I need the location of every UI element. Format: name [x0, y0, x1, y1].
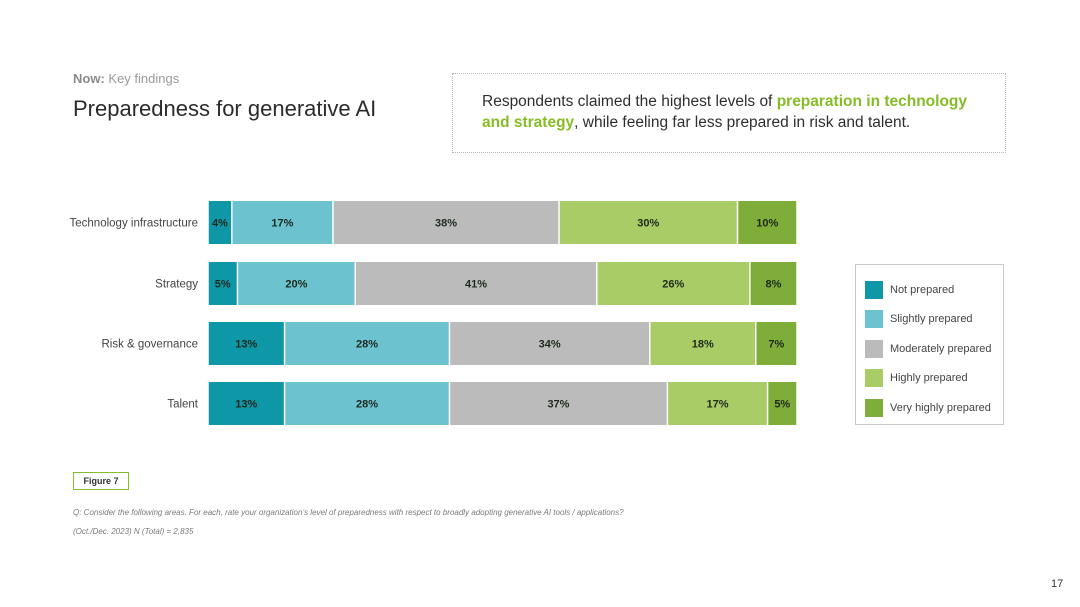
category-label-technology-infrastructure: Technology infrastructure — [70, 218, 198, 230]
bar-segment-strategy-slightly-prepared — [238, 262, 355, 305]
chart-legend: Not prepared Slightly prepared Moderately … — [855, 264, 1004, 425]
bar-segment-technology-infrastructure-very-highly-prepared — [738, 201, 797, 244]
bar-segment-talent-slightly-prepared — [285, 382, 449, 425]
data-label-strategy-very-highly-prepared: 8% — [765, 279, 781, 291]
data-label-talent-not-prepared: 13% — [235, 399, 257, 411]
bar-segment-technology-infrastructure-not-prepared — [208, 201, 232, 244]
figure-label: Figure 7 — [73, 472, 129, 490]
data-label-strategy-not-prepared: 5% — [215, 279, 231, 291]
data-label-strategy-highly-prepared: 26% — [662, 279, 684, 291]
bar-segment-risk-governance-not-prepared — [208, 322, 284, 365]
bar-segment-risk-governance-very-highly-prepared — [756, 322, 797, 365]
legend-item-moderately-prepared: Moderately prepared — [865, 334, 1003, 364]
legend-label: Very highly prepared — [890, 401, 991, 414]
legend-swatch — [865, 310, 883, 329]
bar-segment-strategy-not-prepared — [208, 262, 237, 305]
legend-item-highly-prepared: Highly prepared — [865, 364, 1003, 394]
eyebrow: Now: Key findings — [73, 71, 179, 86]
callout-text-before: Respondents claimed the highest levels o… — [482, 93, 777, 110]
data-label-risk-governance-moderately-prepared: 34% — [539, 339, 561, 351]
legend-swatch — [865, 280, 883, 299]
category-label-risk-governance: Risk & governance — [101, 339, 198, 351]
legend-swatch — [865, 339, 883, 358]
key-finding-callout: Respondents claimed the highest levels o… — [452, 73, 1006, 153]
callout-text-after: , while feeling far less prepared in ris… — [574, 114, 911, 131]
bar-segment-risk-governance-highly-prepared — [650, 322, 756, 365]
legend-item-not-prepared: Not prepared — [865, 275, 1003, 305]
bar-segment-talent-highly-prepared — [668, 382, 767, 425]
bar-segment-talent-not-prepared — [208, 382, 284, 425]
legend-swatch — [865, 398, 883, 417]
legend-swatch — [865, 369, 883, 388]
data-label-risk-governance-very-highly-prepared: 7% — [768, 339, 784, 351]
bar-segment-strategy-highly-prepared — [597, 262, 750, 305]
data-label-strategy-slightly-prepared: 20% — [285, 279, 307, 291]
data-label-technology-infrastructure-highly-prepared: 30% — [637, 218, 659, 230]
survey-question: Q: Consider the following areas. For eac… — [73, 508, 624, 517]
eyebrow-bold: Now: — [73, 71, 105, 86]
page-title: Preparedness for generative AI — [73, 96, 377, 121]
bar-segment-technology-infrastructure-highly-prepared — [559, 201, 737, 244]
bar-segment-technology-infrastructure-moderately-prepared — [333, 201, 559, 244]
data-label-technology-infrastructure-not-prepared: 4% — [212, 218, 228, 230]
page-number: 17 — [1051, 578, 1064, 590]
data-label-risk-governance-slightly-prepared: 28% — [356, 339, 378, 351]
bar-segment-strategy-moderately-prepared — [356, 262, 596, 305]
data-label-technology-infrastructure-very-highly-prepared: 10% — [756, 218, 778, 230]
legend-label: Highly prepared — [890, 372, 968, 385]
legend-label: Not prepared — [890, 283, 955, 296]
bar-segment-strategy-very-highly-prepared — [750, 262, 797, 305]
bar-segment-talent-very-highly-prepared — [768, 382, 797, 425]
bar-segment-risk-governance-slightly-prepared — [285, 322, 449, 365]
data-label-technology-infrastructure-moderately-prepared: 38% — [435, 218, 457, 230]
data-label-talent-very-highly-prepared: 5% — [774, 399, 790, 411]
category-label-strategy: Strategy — [155, 279, 198, 291]
data-label-talent-highly-prepared: 17% — [706, 399, 728, 411]
legend-label: Slightly prepared — [890, 313, 973, 326]
legend-item-slightly-prepared: Slightly prepared — [865, 305, 1003, 335]
sample-size-note: (Oct./Dec. 2023) N (Total) = 2,835 — [73, 527, 194, 536]
bar-segment-talent-moderately-prepared — [450, 382, 667, 425]
data-label-talent-slightly-prepared: 28% — [356, 399, 378, 411]
data-label-talent-moderately-prepared: 37% — [547, 399, 569, 411]
data-label-risk-governance-not-prepared: 13% — [235, 339, 257, 351]
data-label-technology-infrastructure-slightly-prepared: 17% — [271, 218, 293, 230]
data-label-strategy-moderately-prepared: 41% — [465, 279, 487, 291]
eyebrow-text: Key findings — [104, 71, 180, 86]
bar-segment-risk-governance-moderately-prepared — [450, 322, 649, 365]
legend-item-very-highly-prepared: Very highly prepared — [865, 393, 1003, 423]
category-label-talent: Talent — [167, 399, 198, 411]
legend-label: Moderately prepared — [890, 342, 992, 355]
callout-highlight: preparation in technology and strategy — [482, 93, 968, 131]
bar-segment-technology-infrastructure-slightly-prepared — [232, 201, 333, 244]
data-label-risk-governance-highly-prepared: 18% — [692, 339, 714, 351]
